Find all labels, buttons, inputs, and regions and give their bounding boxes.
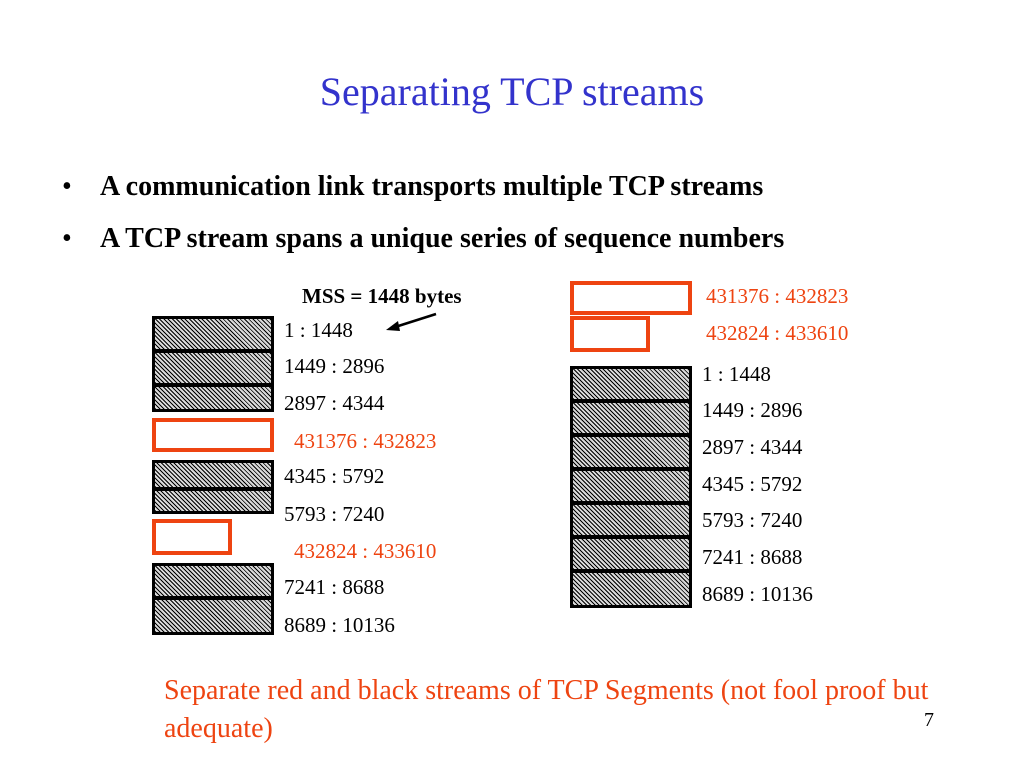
right-segment-block xyxy=(570,366,692,402)
bullet-dot-icon: • xyxy=(62,223,72,254)
left-segment-label: 4345 : 5792 xyxy=(284,464,385,488)
right-segment-block xyxy=(570,468,692,504)
bullet-list: • A communication link transports multip… xyxy=(62,170,784,274)
bullet-text: A communication link transports multiple… xyxy=(100,171,764,202)
left-segment-block xyxy=(152,316,274,352)
left-segment-block xyxy=(152,597,274,635)
right-segment-label: 7241 : 8688 xyxy=(702,545,803,569)
left-segment-block xyxy=(152,384,274,412)
left-segment-block xyxy=(152,488,274,514)
mss-label: MSS = 1448 bytes xyxy=(302,284,462,308)
bullet-dot-icon: • xyxy=(62,171,72,202)
left-red-segment-box xyxy=(152,418,274,452)
bullet-item: • A TCP stream spans a unique series of … xyxy=(62,222,784,256)
left-red-segment-label: 431376 : 432823 xyxy=(294,429,437,453)
left-segment-block xyxy=(152,460,274,490)
right-red-segment-label: 431376 : 432823 xyxy=(706,284,849,308)
left-segment-label: 2897 : 4344 xyxy=(284,391,385,415)
right-segment-label: 5793 : 7240 xyxy=(702,508,803,532)
left-segment-label: 7241 : 8688 xyxy=(284,575,385,599)
right-segment-label: 2897 : 4344 xyxy=(702,435,803,459)
slide-title: Separating TCP streams xyxy=(319,69,705,114)
right-segment-block xyxy=(570,502,692,538)
right-red-segment-box xyxy=(570,316,650,352)
left-segment-label: 5793 : 7240 xyxy=(284,502,385,526)
right-segment-block xyxy=(570,400,692,436)
bullet-text: A TCP stream spans a unique series of se… xyxy=(100,223,785,254)
right-segment-label: 1 : 1448 xyxy=(702,362,771,386)
left-red-segment-label: 432824 : 433610 xyxy=(294,539,437,563)
right-segment-label: 1449 : 2896 xyxy=(702,398,803,422)
left-red-segment-box xyxy=(152,519,232,555)
right-red-segment-box xyxy=(570,281,692,315)
left-segment-block xyxy=(152,350,274,386)
bullet-item: • A communication link transports multip… xyxy=(62,170,784,204)
left-segment-block xyxy=(152,563,274,599)
right-segment-block xyxy=(570,434,692,470)
right-segment-block xyxy=(570,536,692,572)
right-red-segment-label: 432824 : 433610 xyxy=(706,321,849,345)
left-segment-label: 1 : 1448 xyxy=(284,318,353,342)
left-segment-label: 8689 : 10136 xyxy=(284,613,395,637)
caption-text: Separate red and black streams of TCP Se… xyxy=(164,675,929,744)
arrow-icon xyxy=(386,312,437,331)
page-number: 7 xyxy=(924,709,934,731)
right-segment-label: 8689 : 10136 xyxy=(702,582,813,606)
right-segment-label: 4345 : 5792 xyxy=(702,472,803,496)
right-segment-block xyxy=(570,570,692,608)
left-segment-label: 1449 : 2896 xyxy=(284,354,385,378)
